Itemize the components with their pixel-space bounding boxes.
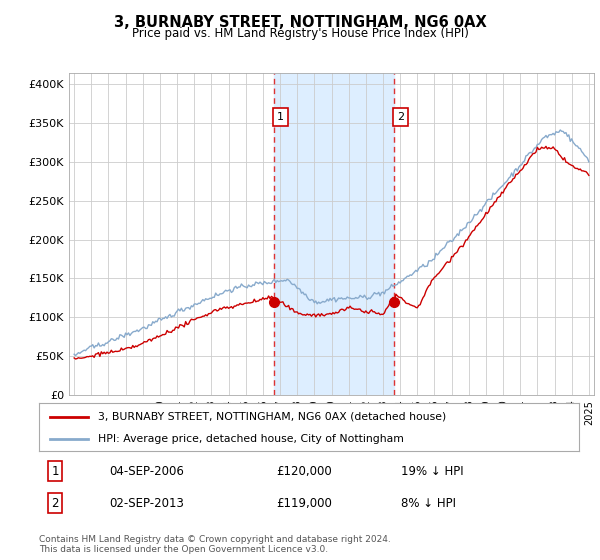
Text: 1: 1 <box>52 465 59 478</box>
Text: 19% ↓ HPI: 19% ↓ HPI <box>401 465 463 478</box>
Text: £119,000: £119,000 <box>277 497 332 510</box>
Text: £120,000: £120,000 <box>277 465 332 478</box>
Text: 1: 1 <box>277 112 284 122</box>
Text: 8% ↓ HPI: 8% ↓ HPI <box>401 497 456 510</box>
Text: 04-SEP-2006: 04-SEP-2006 <box>109 465 184 478</box>
Text: 2: 2 <box>397 112 404 122</box>
Text: Price paid vs. HM Land Registry's House Price Index (HPI): Price paid vs. HM Land Registry's House … <box>131 27 469 40</box>
Bar <box>274 73 394 395</box>
Text: 3, BURNABY STREET, NOTTINGHAM, NG6 0AX: 3, BURNABY STREET, NOTTINGHAM, NG6 0AX <box>113 15 487 30</box>
Text: Contains HM Land Registry data © Crown copyright and database right 2024.
This d: Contains HM Land Registry data © Crown c… <box>39 535 391 554</box>
Text: HPI: Average price, detached house, City of Nottingham: HPI: Average price, detached house, City… <box>98 434 404 444</box>
Text: 02-SEP-2013: 02-SEP-2013 <box>109 497 184 510</box>
Text: 2: 2 <box>52 497 59 510</box>
Text: 3, BURNABY STREET, NOTTINGHAM, NG6 0AX (detached house): 3, BURNABY STREET, NOTTINGHAM, NG6 0AX (… <box>98 412 446 422</box>
